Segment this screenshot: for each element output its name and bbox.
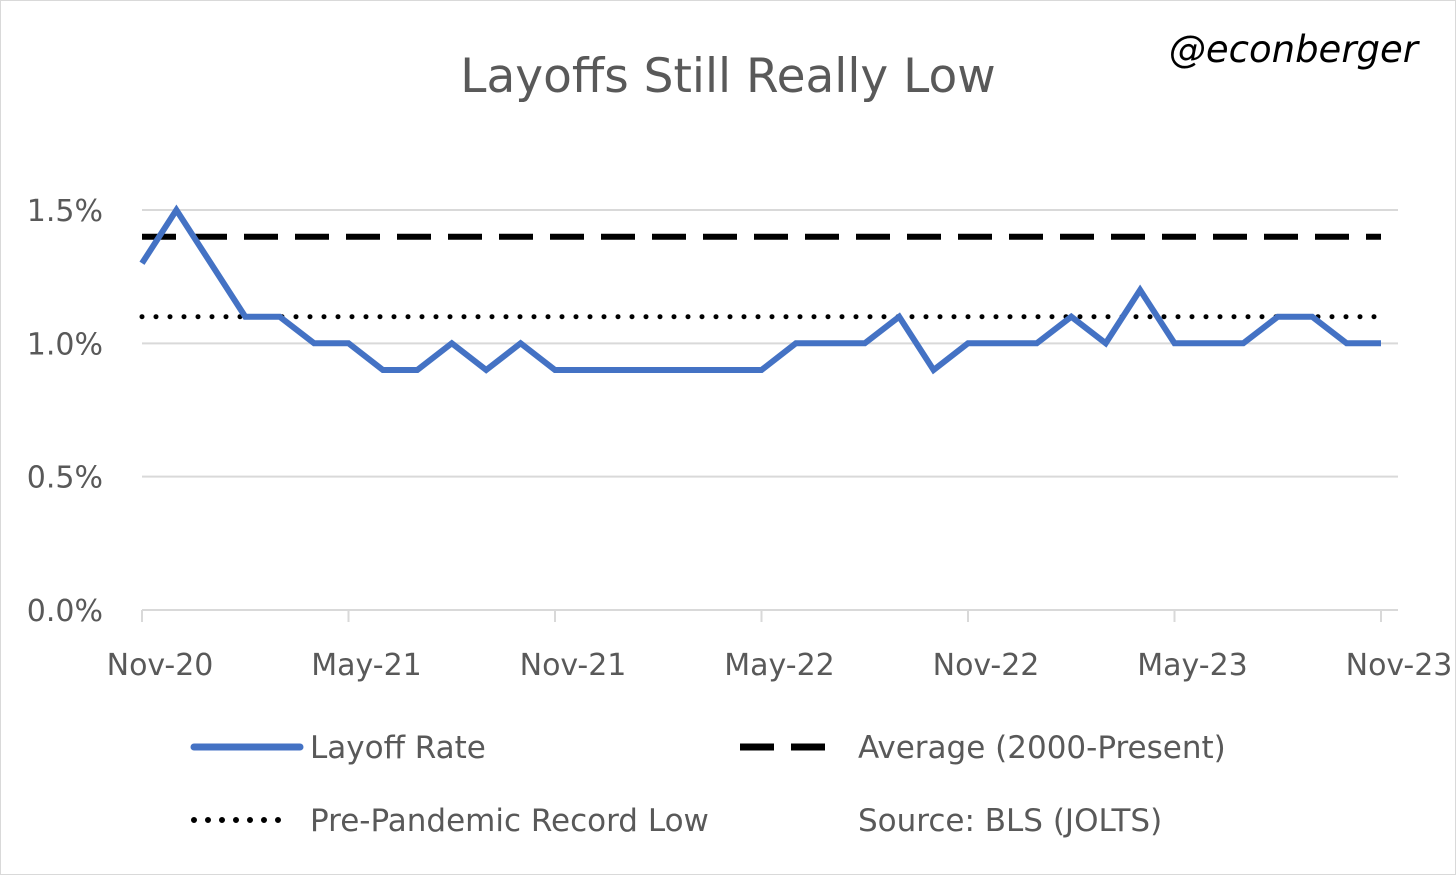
x-tick-label-2: Nov-21 xyxy=(520,648,627,683)
y-axis-ticks: 0.0% 0.5% 1.0% 1.5% xyxy=(27,194,103,629)
series-layer xyxy=(139,204,1384,375)
x-axis-ticks: Nov-20 May-21 Nov-21 May-22 Nov-22 May-23 Nov-… xyxy=(107,610,1453,683)
x-tick-label-6: Nov-23 xyxy=(1346,648,1453,683)
y-tick-label-0: 0.0% xyxy=(27,594,103,629)
x-tick-label-0: Nov-20 xyxy=(107,648,214,683)
source-note: Source: BLS (JOLTS) xyxy=(858,803,1162,839)
y-tick-label-2: 1.0% xyxy=(27,327,103,362)
y-tick-label-3: 1.5% xyxy=(27,194,103,229)
x-tick-label-4: Nov-22 xyxy=(933,648,1040,683)
y-tick-label-1: 0.5% xyxy=(27,461,103,496)
legend-label-average: Average (2000-Present) xyxy=(858,730,1226,766)
x-tick-label-1: May-21 xyxy=(311,648,422,683)
legend-label-record-low: Pre-Pandemic Record Low xyxy=(310,803,709,839)
x-tick-label-5: May-23 xyxy=(1137,648,1248,683)
watermark-handle: @econberger xyxy=(1169,28,1421,71)
chart-title: Layoffs Still Really Low xyxy=(460,49,995,104)
series-line-layoff-rate xyxy=(139,204,1381,375)
legend-label-layoff-rate: Layoff Rate xyxy=(310,730,486,766)
legend: Layoff Rate Average (2000-Present) Pre-P… xyxy=(190,730,1226,839)
x-tick-label-3: May-22 xyxy=(724,648,835,683)
